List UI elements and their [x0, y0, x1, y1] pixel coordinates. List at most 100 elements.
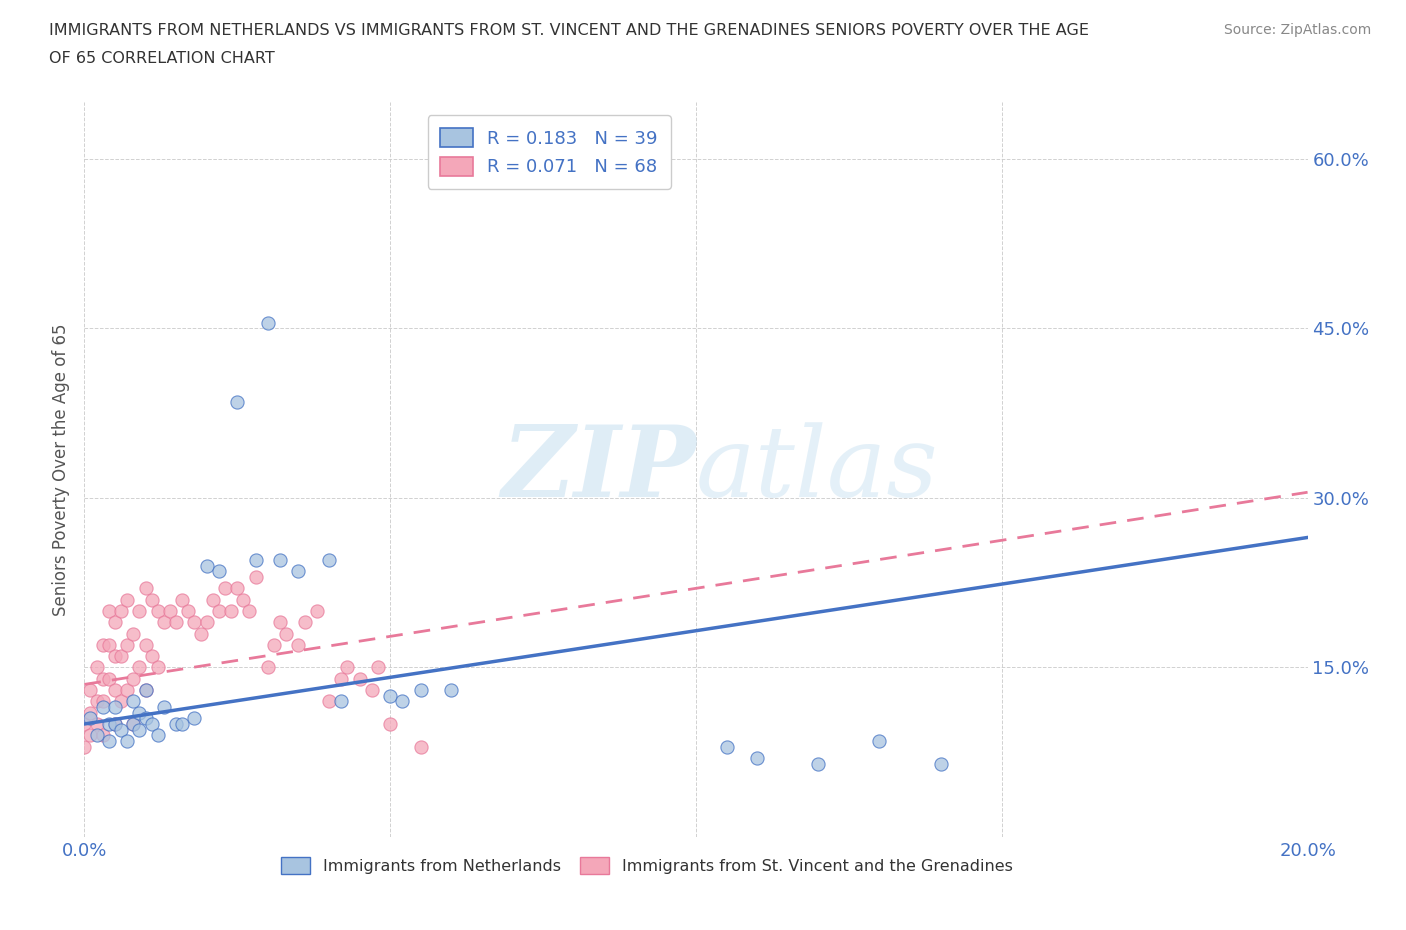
- Point: [263, 637, 285, 652]
- Point: [115, 592, 138, 607]
- Point: [159, 604, 181, 618]
- Point: [73, 739, 96, 754]
- Point: [141, 649, 163, 664]
- Point: [219, 604, 242, 618]
- Point: [79, 683, 101, 698]
- Point: [165, 716, 187, 731]
- Point: [86, 694, 108, 709]
- Point: [214, 581, 236, 596]
- Text: atlas: atlas: [696, 422, 939, 517]
- Point: [128, 705, 150, 720]
- Point: [104, 716, 127, 731]
- Point: [104, 649, 127, 664]
- Point: [97, 637, 120, 652]
- Point: [135, 637, 157, 652]
- Point: [269, 615, 291, 630]
- Point: [208, 564, 231, 578]
- Point: [86, 660, 108, 675]
- Point: [190, 626, 212, 641]
- Point: [73, 716, 96, 731]
- Point: [183, 615, 205, 630]
- Point: [122, 716, 145, 731]
- Point: [135, 683, 157, 698]
- Point: [91, 671, 114, 686]
- Point: [104, 716, 127, 731]
- Point: [330, 694, 353, 709]
- Point: [110, 604, 132, 618]
- Point: [440, 683, 463, 698]
- Point: [79, 711, 101, 725]
- Point: [141, 592, 163, 607]
- Point: [245, 552, 267, 567]
- Point: [172, 592, 194, 607]
- Point: [115, 637, 138, 652]
- Text: Source: ZipAtlas.com: Source: ZipAtlas.com: [1223, 23, 1371, 37]
- Point: [716, 739, 738, 754]
- Point: [269, 552, 291, 567]
- Point: [276, 626, 298, 641]
- Point: [336, 660, 359, 675]
- Point: [97, 604, 120, 618]
- Point: [238, 604, 260, 618]
- Point: [232, 592, 254, 607]
- Point: [380, 716, 402, 731]
- Point: [141, 716, 163, 731]
- Point: [122, 694, 145, 709]
- Point: [86, 716, 108, 731]
- Point: [165, 615, 187, 630]
- Point: [360, 683, 382, 698]
- Point: [104, 683, 127, 698]
- Point: [128, 604, 150, 618]
- Point: [391, 694, 413, 709]
- Point: [135, 683, 157, 698]
- Point: [91, 728, 114, 743]
- Point: [135, 711, 157, 725]
- Point: [409, 683, 432, 698]
- Point: [135, 581, 157, 596]
- Point: [257, 315, 280, 330]
- Point: [122, 671, 145, 686]
- Point: [330, 671, 353, 686]
- Point: [294, 615, 316, 630]
- Point: [97, 716, 120, 731]
- Point: [110, 723, 132, 737]
- Point: [91, 694, 114, 709]
- Point: [128, 723, 150, 737]
- Point: [245, 569, 267, 584]
- Point: [115, 734, 138, 749]
- Point: [226, 394, 249, 409]
- Point: [153, 615, 176, 630]
- Point: [367, 660, 389, 675]
- Point: [305, 604, 328, 618]
- Point: [409, 739, 432, 754]
- Point: [122, 716, 145, 731]
- Text: IMMIGRANTS FROM NETHERLANDS VS IMMIGRANTS FROM ST. VINCENT AND THE GRENADINES SE: IMMIGRANTS FROM NETHERLANDS VS IMMIGRANT…: [49, 23, 1090, 38]
- Point: [146, 728, 169, 743]
- Point: [226, 581, 249, 596]
- Point: [195, 558, 218, 573]
- Point: [177, 604, 200, 618]
- Point: [208, 604, 231, 618]
- Point: [195, 615, 218, 630]
- Point: [318, 552, 340, 567]
- Point: [153, 699, 176, 714]
- Point: [91, 699, 114, 714]
- Y-axis label: Seniors Poverty Over the Age of 65: Seniors Poverty Over the Age of 65: [52, 324, 70, 616]
- Point: [122, 626, 145, 641]
- Point: [929, 756, 952, 771]
- Point: [86, 728, 108, 743]
- Point: [104, 615, 127, 630]
- Point: [183, 711, 205, 725]
- Point: [349, 671, 371, 686]
- Legend: Immigrants from Netherlands, Immigrants from St. Vincent and the Grenadines: Immigrants from Netherlands, Immigrants …: [276, 850, 1019, 881]
- Point: [747, 751, 769, 765]
- Point: [79, 728, 101, 743]
- Point: [287, 564, 309, 578]
- Point: [110, 694, 132, 709]
- Point: [97, 671, 120, 686]
- Point: [97, 734, 120, 749]
- Point: [146, 660, 169, 675]
- Point: [807, 756, 830, 771]
- Point: [201, 592, 224, 607]
- Point: [172, 716, 194, 731]
